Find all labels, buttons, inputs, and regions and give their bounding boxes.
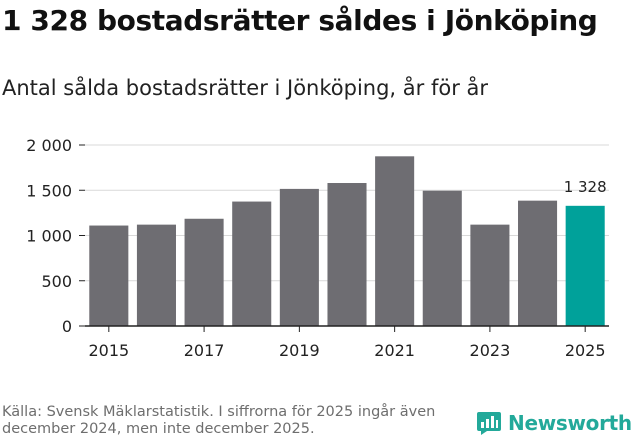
y-tick-label: 0 [62, 317, 72, 336]
source-note: Källa: Svensk Mäklarstatistik. I siffror… [2, 404, 436, 437]
bar-2017 [184, 218, 224, 326]
x-axis-ticks: 2015 2017 2019 2021 2023 2025 [85, 325, 609, 360]
y-tick-label: 2 000 [26, 136, 72, 155]
brand-name: Newsworthy [508, 411, 631, 435]
bar-2019 [279, 188, 319, 326]
data-label-2025: 1 328 [564, 178, 607, 196]
bar-2023 [470, 224, 510, 326]
chart-subtitle: Antal sålda bostadsrätter i Jönköping, å… [2, 76, 489, 100]
x-tick-label: 2015 [88, 341, 129, 360]
bars [89, 156, 605, 326]
newsworthy-logo[interactable]: Newsworthy [476, 409, 631, 437]
bar-2020 [327, 183, 367, 326]
y-tick-label: 1 500 [26, 181, 72, 200]
chart-title: 1 328 bostadsrätter såldes i Jönköping [2, 4, 598, 37]
x-tick-label: 2017 [184, 341, 225, 360]
x-tick-label: 2021 [374, 341, 415, 360]
data-labels: 1 328 [564, 178, 607, 196]
y-axis-ticks: 0 500 1 000 1 500 2 000 [26, 136, 85, 336]
bar-2025 [565, 205, 605, 326]
bar-2015 [89, 225, 129, 326]
bar-2021 [375, 156, 415, 326]
x-tick-label: 2025 [565, 341, 606, 360]
x-tick-label: 2019 [279, 341, 320, 360]
y-tick-label: 500 [41, 272, 72, 291]
bar-2016 [136, 224, 176, 326]
bar-2018 [232, 201, 272, 326]
y-tick-label: 1 000 [26, 227, 72, 246]
newsworthy-logo-icon [477, 412, 501, 435]
bar-2022 [422, 190, 462, 326]
x-tick-label: 2023 [470, 341, 511, 360]
bar-2024 [518, 200, 558, 326]
